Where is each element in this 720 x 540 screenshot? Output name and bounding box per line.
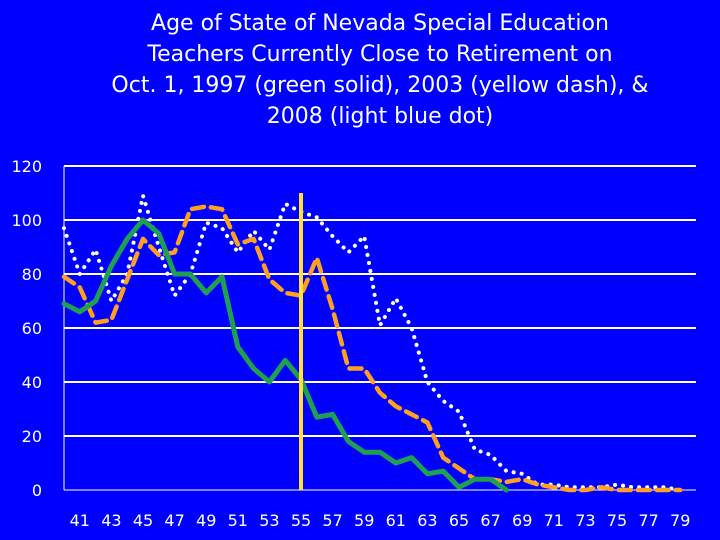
x-tick-label: 79 [670, 511, 690, 530]
gridlines [64, 165, 696, 437]
x-tick-label: 57 [322, 511, 342, 530]
x-tick-label: 73 [575, 511, 595, 530]
y-tick-label: 80 [22, 265, 42, 284]
chart-title-line-1: Age of State of Nevada Special Education [151, 11, 609, 36]
x-tick-label: 71 [544, 511, 564, 530]
x-tick-label: 61 [386, 511, 406, 530]
y-tick-label: 120 [11, 157, 42, 176]
x-tick-labels: 41 43 45 47 49 51 53 55 57 59 61 63 65 67 69 71 73 75 77 79 [70, 511, 691, 530]
y-tick-label: 20 [22, 427, 42, 446]
x-tick-label: 65 [449, 511, 469, 530]
series-line-dash [61, 204, 683, 493]
x-tick-label: 45 [133, 511, 153, 530]
x-tick-label: 51 [228, 511, 248, 530]
chart-title-line-2: Teachers Currently Close to Retirement o… [147, 42, 613, 67]
x-tick-label: 69 [512, 511, 532, 530]
x-tick-label: 59 [354, 511, 374, 530]
y-tick-label: 40 [22, 373, 42, 392]
x-tick-label: 43 [101, 511, 121, 530]
x-tick-label: 55 [291, 511, 311, 530]
x-tick-label: 67 [480, 511, 500, 530]
chart-title: Age of State of Nevada Special Education… [40, 8, 720, 132]
x-tick-label: 53 [259, 511, 279, 530]
x-tick-label: 47 [164, 511, 184, 530]
chart-title-line-4: 2008 (light blue dot) [266, 104, 494, 129]
series-line-dot [62, 193, 683, 492]
y-tick-labels: 0 20 40 60 80 100 120 [11, 157, 42, 500]
x-tick-label: 75 [607, 511, 627, 530]
series-lines [61, 193, 683, 493]
y-tick-label: 60 [22, 319, 42, 338]
x-tick-label: 63 [417, 511, 437, 530]
series-line-solid [61, 217, 509, 493]
y-tick-label: 0 [32, 481, 42, 500]
x-tick-label: 77 [638, 511, 658, 530]
x-tick-label: 41 [70, 511, 90, 530]
x-tick-label: 49 [196, 511, 216, 530]
y-tick-label: 100 [11, 211, 42, 230]
chart-title-line-3: Oct. 1, 1997 (green solid), 2003 (yellow… [111, 73, 649, 98]
